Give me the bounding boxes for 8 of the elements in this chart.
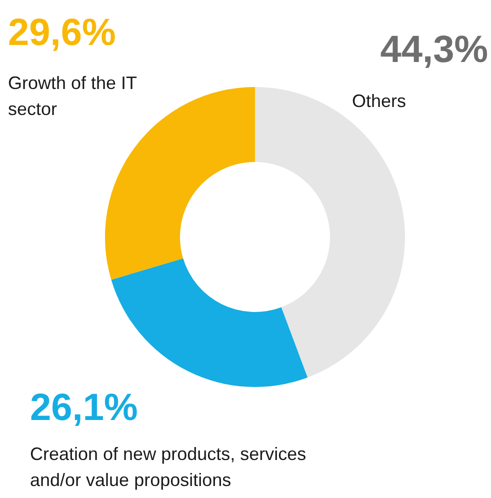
slice-label: Creation of new products, services and/or value propositions [30,444,306,490]
donut-slice [255,87,405,378]
slice-label: Others [352,91,406,111]
data-label: 44,3% [380,29,488,71]
data-label: 29,6% [8,12,116,54]
donut-slice [111,258,308,387]
data-label: 26,1% [30,387,138,429]
slice-label: Growth of the IT sector [8,73,138,119]
